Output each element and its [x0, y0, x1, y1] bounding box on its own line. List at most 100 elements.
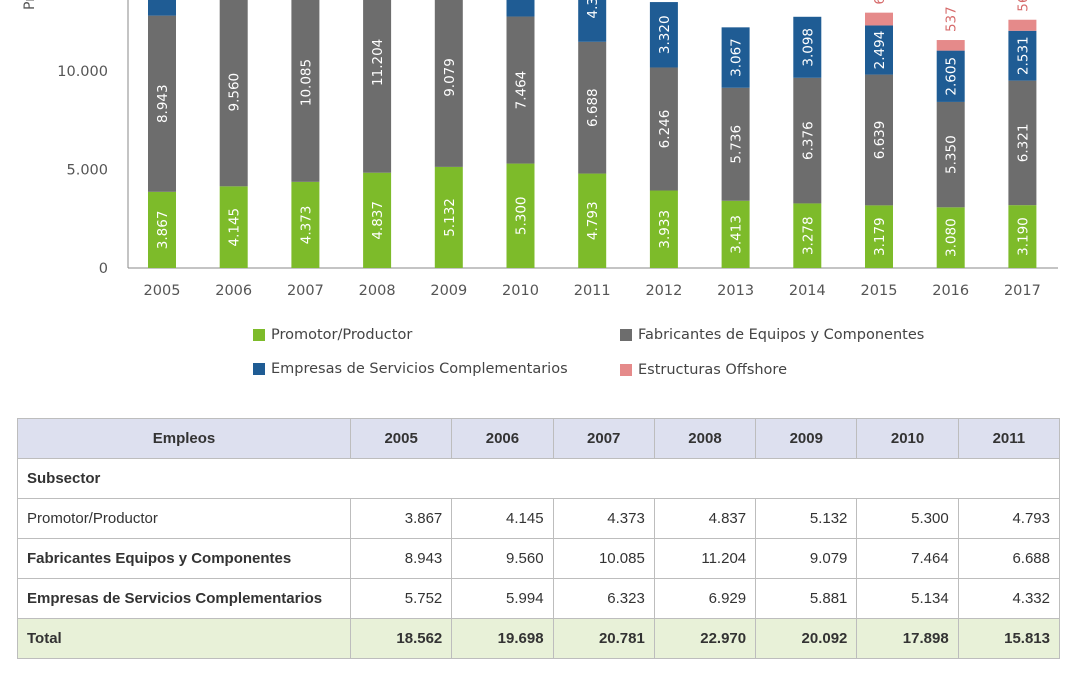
bar-segment — [1008, 205, 1037, 268]
bar-data-label: 3.320 — [657, 15, 673, 54]
cell-value: 4.837 — [653, 498, 757, 539]
bar-data-label: 650 — [872, 0, 888, 5]
header-cell: 2008 — [653, 418, 757, 459]
bar-data-label: 5.132 — [442, 198, 458, 237]
bar-data-label: 6.246 — [657, 110, 673, 149]
legend-item-promotor: Promotor/Productor — [253, 327, 412, 343]
x-tick-label: 2017 — [1004, 283, 1041, 299]
cell-value: 8.943 — [349, 538, 453, 579]
cell-value: 4.373 — [552, 498, 655, 539]
header-cell: 2006 — [451, 418, 554, 459]
x-tick-label: 2007 — [287, 283, 324, 299]
bar-data-label: 2.531 — [1015, 36, 1031, 75]
bar-segment — [506, 163, 535, 268]
bar-data-label: 7.464 — [514, 71, 530, 110]
x-tick-label: 2005 — [144, 283, 181, 299]
y-tick-label: 0 — [99, 261, 108, 277]
bar-segment — [434, 0, 463, 167]
legend-label: Fabricantes de Equipos y Componentes — [638, 327, 925, 343]
header-cell: 2007 — [552, 418, 655, 459]
bar-segment — [578, 173, 607, 268]
bar-segment — [721, 27, 750, 88]
bar-segment — [936, 101, 965, 208]
cell-value: 6.323 — [552, 578, 655, 619]
bar-data-label: 11.204 — [370, 39, 386, 86]
bar-data-label: 9.079 — [442, 58, 458, 97]
bar-segment — [936, 50, 965, 102]
bar-segment — [363, 172, 392, 268]
cell-value: 11.204 — [653, 538, 757, 579]
bar-data-label: 3.867 — [155, 211, 171, 250]
bar-segment — [291, 181, 320, 268]
bar-data-label: 3.067 — [729, 38, 745, 77]
bar-segment — [1008, 30, 1037, 81]
x-tick-label: 2009 — [430, 283, 467, 299]
row-label: Fabricantes Equipos y Componentes — [17, 538, 351, 579]
bar-segment — [936, 207, 965, 268]
cell-value: 20.092 — [755, 618, 858, 659]
cell-value: 5.994 — [451, 578, 554, 619]
bar-data-label: 537 — [944, 6, 960, 32]
bar-segment — [219, 186, 248, 268]
bar-segment — [219, 0, 248, 187]
legend-swatch — [620, 364, 632, 376]
table-header-row: Empleos 2005 2006 2007 2008 2009 2010 20… — [17, 418, 1061, 459]
cell-value: 6.688 — [957, 538, 1061, 579]
x-tick-label: 2013 — [717, 283, 754, 299]
cell-value: 22.970 — [653, 618, 757, 659]
cell-value: 6.929 — [653, 578, 757, 619]
y-tick-label: 10.000 — [57, 64, 108, 80]
bar-segment — [936, 40, 965, 51]
cell-value: 3.867 — [349, 498, 453, 539]
legend-label: Estructuras Offshore — [638, 362, 787, 378]
table-row: Fabricantes Equipos y Componentes 8.943 9.… — [17, 538, 1061, 579]
bar-data-label: 3.080 — [944, 218, 960, 257]
legend-swatch — [620, 329, 632, 341]
bar-segment — [506, 0, 535, 17]
cell-value: 20.781 — [552, 618, 655, 659]
bar-segment — [649, 190, 678, 268]
cell-value: 5.134 — [856, 578, 959, 619]
bar-segment — [148, 191, 176, 268]
header-cell: Empleos — [17, 418, 351, 459]
bar-data-label: 560 — [1015, 0, 1031, 12]
bar-data-label: 8.943 — [155, 84, 171, 123]
bar-segment — [578, 0, 607, 42]
cell-value: 18.562 — [349, 618, 453, 659]
bar-segment — [793, 77, 822, 204]
x-tick-label: 2011 — [574, 283, 611, 299]
cell-value: 5.752 — [349, 578, 453, 619]
x-tick-label: 2016 — [932, 283, 969, 299]
bar-data-label: 5.300 — [514, 196, 530, 235]
cell-value: 15.813 — [957, 618, 1061, 659]
bar-segment — [1008, 80, 1037, 206]
bar-data-label: 5.736 — [729, 125, 745, 164]
bar-segment — [434, 166, 463, 268]
x-tick-label: 2015 — [861, 283, 898, 299]
bar-data-label: 10.085 — [298, 59, 314, 106]
bar-segment — [649, 2, 678, 68]
table-row: Empresas de Servicios Complementarios 5.7… — [17, 578, 1061, 619]
x-tick-label: 2014 — [789, 283, 826, 299]
legend-label: Empresas de Servicios Complementarios — [271, 361, 568, 377]
bar-data-label: 3.933 — [657, 210, 673, 249]
bar-data-label: 6.376 — [800, 121, 816, 160]
table-subsector-row: Subsector — [17, 458, 1060, 499]
subsector-label: Subsector — [17, 458, 1060, 499]
legend-swatch — [253, 329, 265, 341]
cell-value: 17.898 — [856, 618, 959, 659]
bar-data-label: 2.494 — [872, 31, 888, 70]
cell-value: 9.560 — [451, 538, 554, 579]
bar-segment — [721, 200, 750, 268]
bar-segment — [865, 74, 893, 206]
stacked-bar-chart: 05.00010.000Profesionales3.8678.9435.752… — [22, 0, 1058, 299]
bar-data-label: 6.321 — [1015, 124, 1031, 163]
cell-value: 5.132 — [755, 498, 858, 539]
y-axis-label: Profesionales — [22, 0, 38, 10]
cell-value: 4.793 — [957, 498, 1061, 539]
bar-segment — [578, 41, 607, 174]
row-label: Empresas de Servicios Complementarios — [17, 578, 351, 619]
bar-data-label: 3.179 — [872, 217, 888, 256]
bar-data-label: 4.373 — [298, 206, 314, 245]
x-tick-label: 2008 — [359, 283, 396, 299]
